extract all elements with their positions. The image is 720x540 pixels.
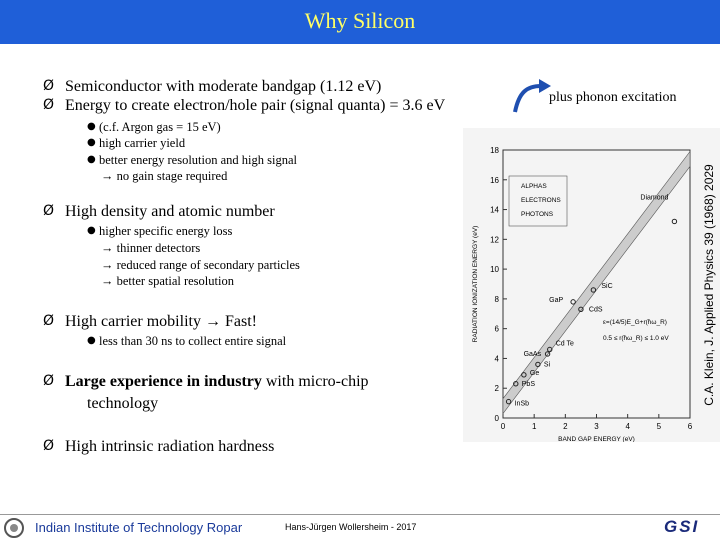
x-tick-label: 1: [532, 422, 537, 431]
sub-bullet: (c.f. Argon gas = 15 eV): [99, 120, 221, 134]
bullet: High density and atomic number: [43, 203, 275, 221]
y-tick-label: 4: [495, 354, 500, 363]
y-tick-label: 16: [490, 176, 499, 185]
data-point: [535, 361, 541, 368]
legend-entry: ALPHAS: [521, 183, 547, 190]
x-tick-label: 6: [688, 422, 693, 431]
bullet: High carrier mobility → Fast!: [43, 313, 257, 331]
text: with micro-chip: [261, 373, 369, 390]
x-tick-label: 0: [501, 422, 506, 431]
curved-arrow: [513, 79, 551, 113]
formula: ε=(14/5)E_G+r(ħω_R): [603, 319, 667, 326]
data-point: [505, 398, 512, 405]
sub-bullet-dot: ●: [87, 335, 96, 346]
sub-bullet: high carrier yield: [99, 136, 186, 150]
gsi-logo: GSI: [664, 517, 700, 536]
material-label: PbS: [522, 381, 536, 388]
sub-bullet: → thinner detectors: [101, 241, 201, 255]
y-tick-label: 2: [495, 384, 500, 393]
sub-bullet: less than 30 ns to collect entire signal: [99, 334, 287, 348]
bold-text: Large experience in industry: [65, 373, 262, 390]
x-tick-label: 3: [594, 422, 599, 431]
bullet: Large experience in industry with micro-…: [43, 373, 369, 391]
material-label: InSb: [515, 401, 530, 408]
sub-bullet: better energy resolution and high signal: [99, 153, 297, 167]
bullet-cont: technology: [87, 395, 159, 412]
material-label: Cd Te: [556, 341, 574, 348]
band: [502, 150, 691, 415]
data-point: [671, 218, 678, 225]
material-label: SiC: [601, 283, 612, 290]
data-point: [544, 351, 551, 357]
legend-box: [508, 175, 568, 227]
x-tick-label: 2: [563, 422, 568, 431]
data-point: [513, 381, 519, 387]
material-label: Ge: [530, 370, 539, 377]
material-label: Diamond: [640, 194, 668, 201]
x-axis-label: BAND GAP ENERGY (eV): [558, 436, 635, 442]
y-tick-label: 12: [490, 235, 499, 244]
sub-bullet-dot: ●: [87, 154, 96, 165]
data-point: [578, 306, 584, 313]
sub-bullet: → better spatial resolution: [101, 274, 234, 288]
formula: 0.5 ≤ r(ħω_R) ≤ 1.0 eV: [603, 335, 669, 342]
sub-bullet-dot: ●: [87, 137, 96, 148]
y-tick-label: 8: [495, 295, 500, 304]
bullet: Semiconductor with moderate bandgap (1.1…: [43, 78, 381, 96]
x-tick-label: 4: [625, 422, 630, 431]
y-tick-label: 6: [495, 325, 500, 334]
x-tick-label: 5: [657, 422, 662, 431]
note: plus phonon excitation: [549, 90, 677, 105]
sub-bullet-dot: ●: [87, 121, 96, 132]
institute: Indian Institute of Technology Ropar: [35, 520, 243, 535]
footer-line: [0, 514, 720, 515]
data-point: [521, 372, 527, 378]
material-label: GaP: [549, 297, 563, 304]
bullet: Energy to create electron/hole pair (sig…: [43, 97, 445, 115]
sub-bullet-dot: ●: [87, 225, 96, 236]
y-tick-label: 10: [490, 265, 499, 274]
material-label: CdS: [589, 306, 603, 313]
legend-entry: PHOTONS: [521, 211, 554, 218]
header-bar: [0, 0, 720, 44]
bullet: High intrinsic radiation hardness: [43, 438, 274, 456]
citation: C.A. Klein, J. Applied Physics 39 (1968)…: [702, 164, 716, 406]
material-label: Si: [544, 361, 551, 368]
slide-title: Why Silicon: [304, 8, 416, 33]
y-tick-label: 14: [490, 206, 499, 215]
y-tick-label: 0: [495, 414, 500, 423]
sub-bullet: higher specific energy loss: [99, 224, 233, 238]
sub-bullet: → no gain stage required: [101, 169, 228, 183]
data-point: [590, 287, 597, 293]
iit-logo: [4, 518, 24, 538]
data-point: [570, 299, 576, 305]
y-axis-label: RADIATION IONIZATION ENERGY (eV): [472, 226, 479, 343]
sub-bullet: → reduced range of secondary particles: [101, 258, 300, 272]
data-point: [547, 346, 553, 353]
legend-entry: ELECTRONS: [521, 197, 561, 204]
y-tick-label: 18: [490, 146, 499, 155]
material-label: GaAs: [524, 351, 542, 358]
author: Hans-Jürgen Wollersheim - 2017: [285, 522, 417, 532]
